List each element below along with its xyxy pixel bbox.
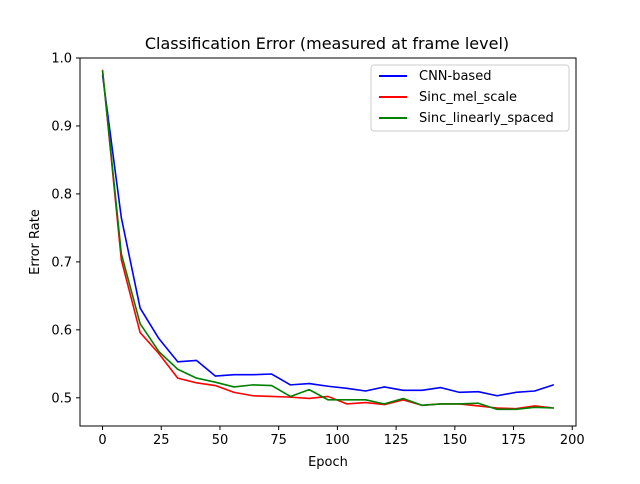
data-point-cnn-based xyxy=(364,390,367,392)
data-point-sinc-linearly-spaced xyxy=(214,381,216,383)
data-point-sinc-linearly-spaced xyxy=(289,395,292,398)
data-point-cnn-based xyxy=(421,389,423,391)
data-point-sinc-mel-scale xyxy=(346,403,348,405)
data-point-sinc-mel-scale xyxy=(177,377,179,379)
data-point-cnn-based xyxy=(195,359,198,362)
data-point-sinc-linearly-spaced xyxy=(515,408,517,410)
data-point-sinc-linearly-spaced xyxy=(120,253,122,255)
x-tick-label: 200 xyxy=(560,433,585,448)
data-point-cnn-based xyxy=(214,375,216,377)
data-point-sinc-mel-scale xyxy=(139,331,141,334)
plot-frame xyxy=(79,57,577,427)
data-point-cnn-based xyxy=(477,391,479,393)
legend-label-cnn-based: CNN-based xyxy=(419,69,491,84)
data-point-cnn-based xyxy=(120,217,122,219)
data-point-sinc-mel-scale xyxy=(120,259,122,261)
data-point-cnn-based xyxy=(139,307,141,309)
data-point-sinc-linearly-spaced xyxy=(552,407,555,409)
data-point-sinc-linearly-spaced xyxy=(346,399,348,401)
data-point-sinc-linearly-spaced xyxy=(440,403,442,405)
data-point-sinc-mel-scale xyxy=(364,401,367,404)
y-tick-label: 0.6 xyxy=(51,323,72,338)
x-tick-label: 150 xyxy=(442,433,467,448)
data-point-sinc-mel-scale xyxy=(214,384,216,387)
data-point-sinc-mel-scale xyxy=(271,395,273,398)
y-tick-label: 0.5 xyxy=(51,391,72,406)
data-point-sinc-linearly-spaced xyxy=(383,403,385,405)
data-point-sinc-linearly-spaced xyxy=(271,384,273,387)
data-point-sinc-linearly-spaced xyxy=(534,406,536,408)
y-axis-label: Error Rate xyxy=(28,209,43,275)
data-point-cnn-based xyxy=(252,374,254,376)
data-point-cnn-based xyxy=(458,391,461,393)
x-axis: 0 25 50 75 100 125 150 175 200 xyxy=(98,426,585,448)
data-point-sinc-linearly-spaced xyxy=(364,399,367,401)
y-axis: 0.5 0.6 0.7 0.8 0.9 1.0 xyxy=(51,52,80,406)
legend-label-sinc-mel-scale: Sinc_mel_scale xyxy=(419,90,517,105)
data-point-cnn-based xyxy=(383,386,385,388)
data-point-sinc-linearly-spaced xyxy=(458,403,461,405)
data-point-cnn-based xyxy=(308,382,310,385)
legend: CNN-based Sinc_mel_scale Sinc_linearly_s… xyxy=(370,64,570,132)
data-point-cnn-based xyxy=(402,389,404,391)
data-point-cnn-based xyxy=(346,387,348,389)
x-tick-label: 100 xyxy=(325,433,350,448)
data-point-sinc-mel-scale xyxy=(496,407,498,409)
data-point-sinc-mel-scale xyxy=(158,353,160,355)
plot-area xyxy=(101,69,555,411)
data-point-sinc-mel-scale xyxy=(327,395,329,398)
data-point-cnn-based xyxy=(271,373,273,375)
data-point-sinc-mel-scale xyxy=(402,399,404,401)
data-point-cnn-based xyxy=(327,385,329,387)
data-point-sinc-linearly-spaced xyxy=(327,399,329,401)
series-sinc-linearly-spaced xyxy=(101,70,555,411)
x-tick-label: 125 xyxy=(384,433,409,448)
data-point-sinc-linearly-spaced xyxy=(101,70,104,72)
y-tick-label: 0.7 xyxy=(51,255,72,270)
data-point-cnn-based xyxy=(233,374,235,376)
data-point-cnn-based xyxy=(515,391,517,393)
data-point-cnn-based xyxy=(496,395,498,397)
data-point-sinc-mel-scale xyxy=(252,395,254,397)
data-point-sinc-mel-scale xyxy=(195,382,198,384)
data-point-cnn-based xyxy=(534,390,536,392)
data-point-cnn-based xyxy=(440,387,442,389)
data-point-cnn-based xyxy=(158,338,160,340)
y-tick-label: 1.0 xyxy=(51,52,72,67)
data-point-cnn-based xyxy=(177,361,179,363)
x-tick-label: 175 xyxy=(501,433,526,448)
data-point-sinc-mel-scale xyxy=(534,405,536,407)
legend-label-sinc-linearly-spaced: Sinc_linearly_spaced xyxy=(419,111,554,126)
data-point-sinc-linearly-spaced xyxy=(252,384,254,386)
data-point-sinc-linearly-spaced xyxy=(421,404,423,406)
legend-box xyxy=(370,64,570,132)
data-point-sinc-linearly-spaced xyxy=(308,389,310,391)
data-point-sinc-linearly-spaced xyxy=(158,350,160,353)
data-point-sinc-linearly-spaced xyxy=(496,408,498,410)
x-tick-label: 0 xyxy=(98,433,106,448)
data-point-sinc-linearly-spaced xyxy=(233,386,235,388)
data-point-sinc-linearly-spaced xyxy=(402,397,404,400)
y-tick-label: 0.8 xyxy=(51,187,72,202)
data-point-sinc-mel-scale xyxy=(233,391,235,393)
data-point-cnn-based xyxy=(289,384,292,386)
data-point-sinc-mel-scale xyxy=(308,397,310,400)
data-point-sinc-linearly-spaced xyxy=(177,368,179,370)
data-point-sinc-linearly-spaced xyxy=(195,377,198,379)
data-point-sinc-linearly-spaced xyxy=(477,402,479,404)
x-tick-label: 25 xyxy=(153,433,170,448)
x-axis-label: Epoch xyxy=(308,455,348,470)
x-tick-label: 75 xyxy=(270,433,287,448)
data-point-sinc-linearly-spaced xyxy=(139,323,141,325)
data-point-sinc-mel-scale xyxy=(477,405,479,407)
data-point-cnn-based xyxy=(552,384,555,386)
x-tick-label: 50 xyxy=(212,433,229,448)
y-tick-label: 0.9 xyxy=(51,119,72,134)
chart-title: Classification Error (measured at frame … xyxy=(145,34,509,53)
